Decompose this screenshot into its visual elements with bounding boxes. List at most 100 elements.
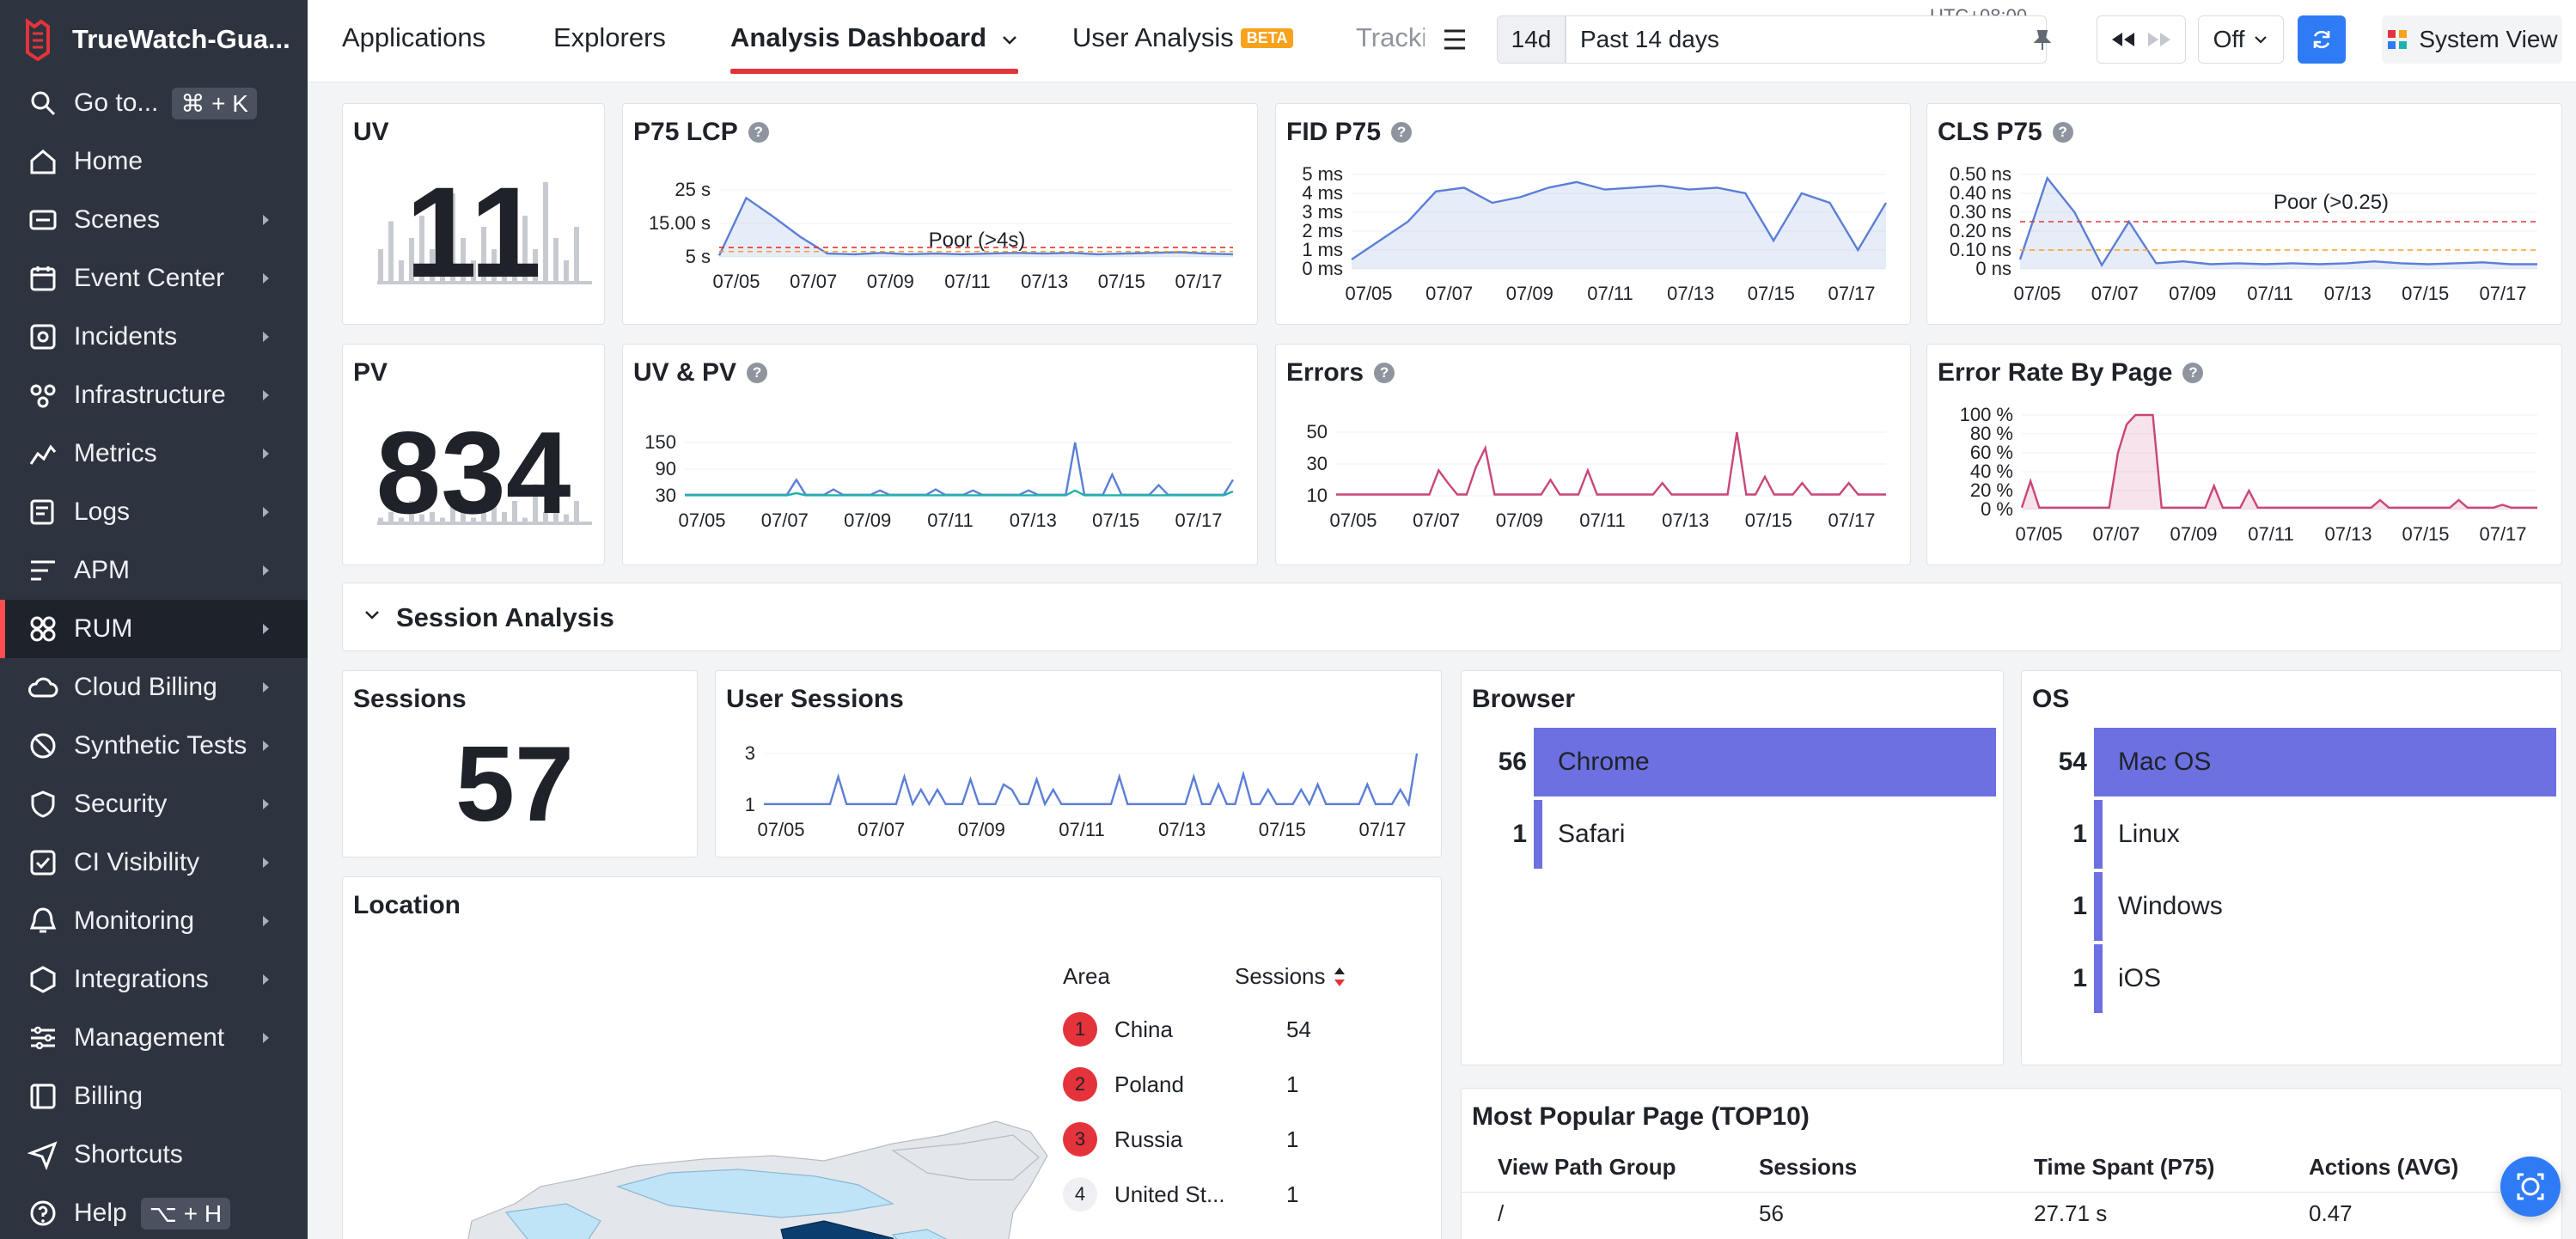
sidebar-item-label: APM: [74, 556, 131, 584]
chevron-down-icon: [1002, 36, 1016, 45]
chevron-right-icon: [263, 858, 269, 868]
area-row[interactable]: 3 Russia 1: [1063, 1118, 1298, 1161]
sidebar-item-ci-visibility[interactable]: CI Visibility: [0, 833, 308, 892]
chevron-right-icon: [263, 682, 269, 693]
sort-icon[interactable]: [1333, 964, 1346, 990]
tab-explorers[interactable]: Explorers: [553, 22, 666, 52]
series-line[interactable]: [764, 753, 1419, 808]
sidebar-item-integrations[interactable]: Integrations: [0, 950, 308, 1009]
series-line[interactable]: [685, 489, 1234, 497]
card-title: UV & PV?: [633, 358, 768, 388]
os-row[interactable]: 54 Mac OS: [2032, 728, 2556, 796]
sidebar-item-synthetic-tests[interactable]: Synthetic Tests: [0, 717, 308, 775]
sessions-column-label: Sessions: [1235, 963, 1326, 989]
sidebar-item-security[interactable]: Security: [0, 775, 308, 833]
os-count: 1: [2072, 820, 2087, 848]
series-line[interactable]: [717, 196, 1234, 256]
browser-row[interactable]: 1 Safari: [1472, 800, 1625, 869]
auto-refresh-select[interactable]: Off: [2198, 15, 2284, 64]
sidebar-item-label: Monitoring: [74, 906, 195, 935]
y-tick-label: 80 %: [1970, 423, 2013, 444]
os-row[interactable]: 1 Windows: [2032, 872, 2223, 941]
sidebar-item-scenes[interactable]: Scenes: [0, 191, 308, 249]
sessions-column-header[interactable]: Sessions: [1235, 963, 1346, 990]
tab-applications[interactable]: Applications: [342, 22, 486, 52]
sidebar-item-infrastructure[interactable]: Infrastructure: [0, 366, 308, 424]
session-analysis-header[interactable]: Session Analysis: [342, 583, 2562, 651]
sidebar-item-home[interactable]: Home: [0, 132, 308, 191]
tab-tracking[interactable]: Tracki: [1356, 22, 1425, 52]
area-name: China: [1114, 1016, 1173, 1042]
col-actions-avg[interactable]: Actions (AVG): [2309, 1154, 2459, 1180]
area-row[interactable]: 2 Poland 1: [1063, 1063, 1298, 1106]
help-icon[interactable]: ?: [1374, 363, 1395, 383]
chevron-right-icon: [263, 565, 269, 576]
help-icon[interactable]: ?: [2182, 363, 2204, 383]
y-tick-label: 3: [745, 742, 755, 764]
sidebar-item-help[interactable]: Help ⌥ + H: [0, 1184, 308, 1239]
chevron-right-icon: [263, 741, 269, 751]
sidebar-item-rum[interactable]: RUM: [0, 600, 308, 658]
series-line[interactable]: [1351, 180, 1888, 260]
help-icon[interactable]: ?: [1391, 122, 1413, 143]
pin-button[interactable]: [2021, 15, 2064, 64]
sidebar-item-metrics[interactable]: Metrics: [0, 424, 308, 483]
workspace-switcher[interactable]: TrueWatch-Gua...: [22, 15, 290, 64]
series-line[interactable]: [2020, 413, 2537, 509]
assistant-button[interactable]: [2500, 1157, 2561, 1217]
world-map[interactable]: [412, 1083, 1271, 1239]
os-name: Linux: [2118, 820, 2180, 848]
browser-row[interactable]: 56 Chrome: [1472, 728, 1996, 796]
x-tick-label: 07/15: [1748, 283, 1795, 304]
auto-refresh-value: Off: [2213, 26, 2245, 52]
col-sessions[interactable]: Sessions: [1759, 1154, 1858, 1180]
os-row[interactable]: 1 iOS: [2032, 944, 2161, 1013]
browser-count: 1: [1512, 820, 1527, 848]
time-range-input[interactable]: Past 14 days: [1566, 15, 2047, 64]
time-range-short[interactable]: 14d: [1497, 15, 1566, 64]
fast-forward-icon[interactable]: [2141, 29, 2176, 50]
sidebar-item-incidents[interactable]: Incidents: [0, 308, 308, 366]
series-line[interactable]: [685, 442, 1235, 496]
series-line[interactable]: [1336, 431, 1886, 496]
system-view-button[interactable]: System View: [2382, 15, 2562, 64]
sidebar-item-shortcuts[interactable]: Shortcuts: [0, 1126, 308, 1184]
y-tick-label: 30: [1307, 453, 1328, 474]
y-tick-label: 15.00 s: [649, 212, 711, 234]
sidebar-item-monitoring[interactable]: Monitoring: [0, 892, 308, 950]
sidebar-item-billing[interactable]: Billing: [0, 1067, 308, 1126]
cell-path[interactable]: /: [1498, 1200, 1505, 1226]
tab-user-analysis[interactable]: User Analysis BETA: [1072, 22, 1294, 53]
series-line[interactable]: [2018, 175, 2537, 268]
assistant-icon: [2517, 1173, 2544, 1200]
tab-analysis-dashboard[interactable]: Analysis Dashboard: [730, 22, 1018, 74]
management-icon: [31, 1026, 55, 1050]
sidebar-item-event-center[interactable]: Event Center: [0, 249, 308, 308]
help-icon[interactable]: ?: [748, 122, 769, 143]
infrastructure-icon: [30, 384, 56, 408]
sidebar-item-logs[interactable]: Logs: [0, 483, 308, 541]
sidebar-item-apm[interactable]: APM: [0, 541, 308, 600]
sidebar-item-cloud-billing[interactable]: Cloud Billing: [0, 658, 308, 717]
rewind-icon[interactable]: [2107, 29, 2141, 50]
area-row[interactable]: 1 China 54: [1063, 1008, 1311, 1051]
x-tick-label: 07/15: [1092, 510, 1139, 531]
help-icon[interactable]: ?: [2052, 122, 2073, 143]
x-tick-label: 07/15: [2402, 523, 2449, 545]
sidebar-item-go-to[interactable]: Go to... ⌘ + K: [0, 74, 308, 132]
col-time-spent[interactable]: Time Spant (P75): [2034, 1154, 2215, 1180]
sidebar-item-management[interactable]: Management: [0, 1009, 308, 1067]
area-name: Russia: [1114, 1126, 1183, 1152]
beta-badge: BETA: [1240, 28, 1294, 48]
area-row[interactable]: 4 United St... 1: [1063, 1173, 1298, 1216]
chevron-down-icon[interactable]: [363, 609, 381, 621]
more-menu-icon[interactable]: [1442, 27, 1468, 52]
col-view-path-group[interactable]: View Path Group: [1498, 1154, 1676, 1180]
refresh-button[interactable]: [2298, 15, 2346, 64]
help-icon[interactable]: ?: [747, 363, 768, 383]
cls-title: CLS P75: [1938, 118, 2042, 146]
card-title: CLS P75?: [1938, 118, 2073, 147]
os-row[interactable]: 1 Linux: [2032, 800, 2180, 869]
